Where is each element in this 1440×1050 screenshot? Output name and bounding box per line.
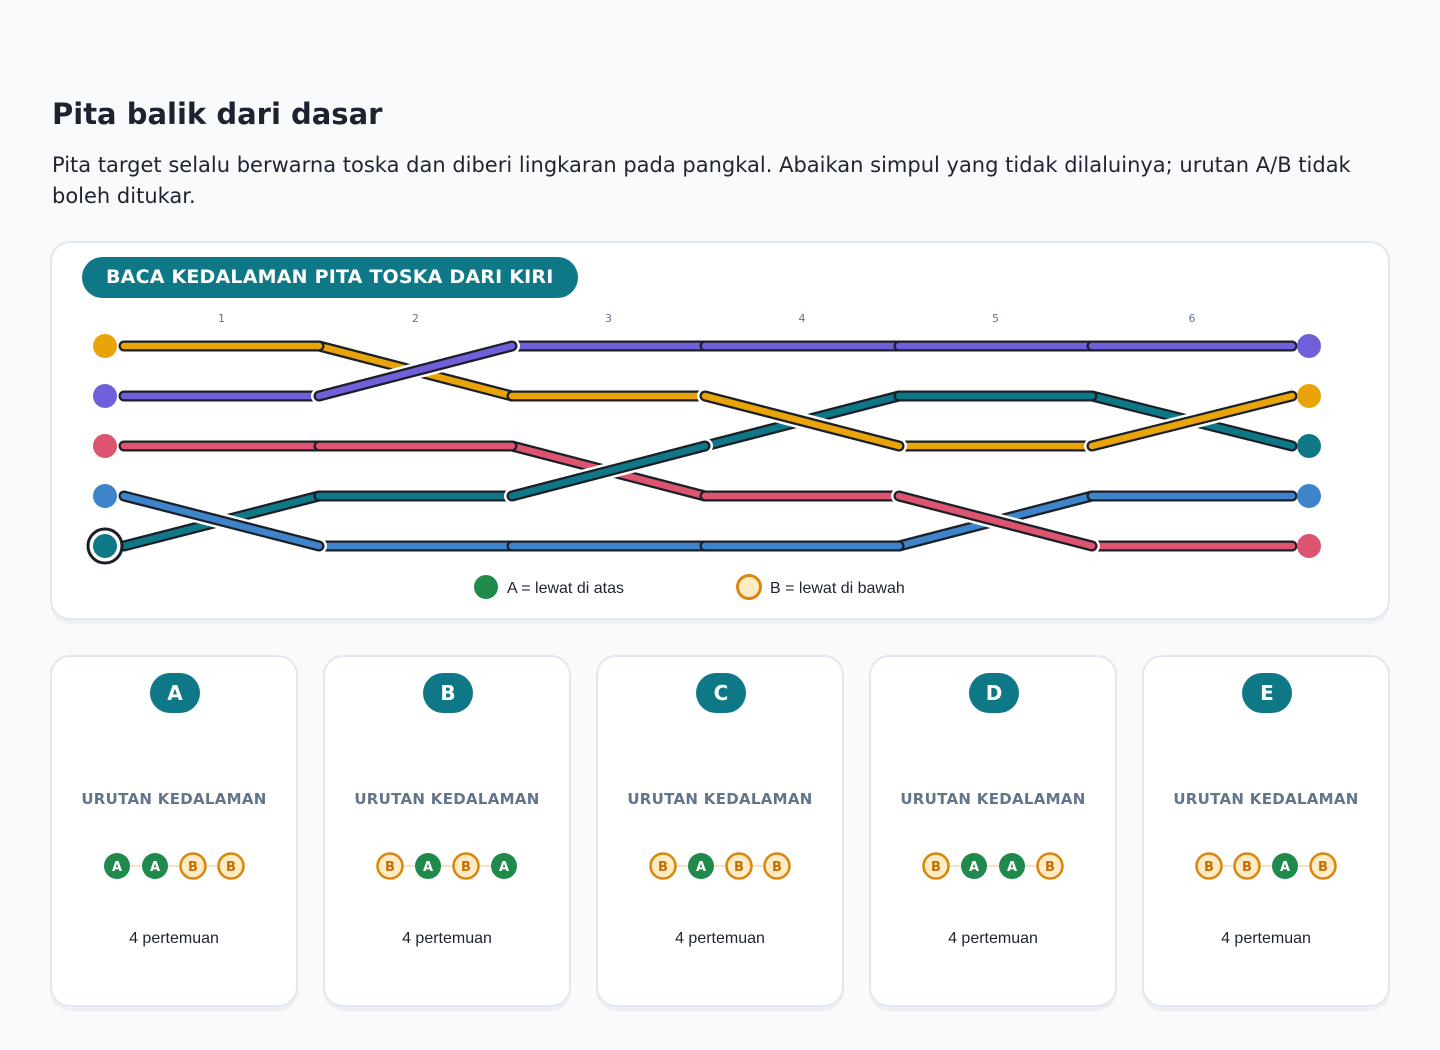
svg-text:A: A xyxy=(1280,860,1290,875)
sequence-marker-b: B xyxy=(1195,852,1223,880)
meeting-count: 4 pertemuan xyxy=(1221,930,1311,947)
option-card-b[interactable]: B URUTAN KEDALAMAN B A B A 4 pertemuan xyxy=(323,655,571,1007)
diagram-instruction-label: BACA KEDALAMAN PITA TOSKA DARI KIRI xyxy=(82,257,578,298)
option-card-e[interactable]: E URUTAN KEDALAMAN B B A B 4 pertemuan xyxy=(1142,655,1390,1007)
option-letter-badge: A xyxy=(150,673,200,713)
column-label: 3 xyxy=(605,312,612,325)
ribbon-start-dot-blue xyxy=(93,484,117,508)
svg-text:B: B xyxy=(1318,860,1328,875)
svg-text:B: B xyxy=(734,860,744,875)
sequence-label: URUTAN KEDALAMAN xyxy=(627,790,813,808)
page-title: Pita balik dari dasar xyxy=(52,97,383,131)
column-label: 1 xyxy=(218,312,225,325)
legend-text: A = lewat di atas xyxy=(507,580,624,597)
sequence-marker-a: A xyxy=(415,853,441,879)
sequence-marker-b: B xyxy=(1233,852,1261,880)
legend-text: B = lewat di bawah xyxy=(770,580,905,597)
sequence-marker-b: B xyxy=(1036,852,1064,880)
sequence-marker-b: B xyxy=(217,852,245,880)
sequence-marker-b: B xyxy=(179,852,207,880)
ribbon-start-dot-red xyxy=(93,434,117,458)
svg-text:B: B xyxy=(931,860,941,875)
sequence-label: URUTAN KEDALAMAN xyxy=(354,790,540,808)
ribbon-end-dot-blue xyxy=(1297,484,1321,508)
svg-text:B: B xyxy=(1242,860,1252,875)
svg-text:B: B xyxy=(385,860,395,875)
legend-item-b: B = lewat di bawah xyxy=(736,574,905,600)
ribbon-end-dot-red xyxy=(1297,534,1321,558)
column-label: 4 xyxy=(799,312,806,325)
meeting-count: 4 pertemuan xyxy=(948,930,1038,947)
sequence-marker-a: A xyxy=(1272,853,1298,879)
sequence-marker-a: A xyxy=(142,853,168,879)
column-label: 5 xyxy=(992,312,999,325)
ribbon-segment-orange xyxy=(697,388,907,454)
sequence-label: URUTAN KEDALAMAN xyxy=(81,790,267,808)
sequence-marker-b: B xyxy=(922,852,950,880)
ribbon-end-dot-purple xyxy=(1297,334,1321,358)
svg-text:B: B xyxy=(188,860,198,875)
sequence-marker-a: A xyxy=(104,853,130,879)
option-card-a[interactable]: A URUTAN KEDALAMAN A A B B 4 pertemuan xyxy=(50,655,298,1007)
sequence-marker-b: B xyxy=(763,852,791,880)
option-letter-badge: B xyxy=(423,673,473,713)
sequence-marker-a: A xyxy=(999,853,1025,879)
svg-text:B: B xyxy=(226,860,236,875)
svg-text:A: A xyxy=(696,860,706,875)
answer-options: A URUTAN KEDALAMAN A A B B 4 pertemuan B URUTAN … xyxy=(50,655,1390,1007)
ribbon-end-dot-orange xyxy=(1297,384,1321,408)
ribbon-start-dot-teal xyxy=(93,534,117,558)
svg-text:B: B xyxy=(461,860,471,875)
svg-text:A: A xyxy=(423,860,433,875)
svg-text:A: A xyxy=(969,860,979,875)
option-letter-badge: E xyxy=(1242,673,1292,713)
ribbon-segment-teal xyxy=(504,438,713,504)
sequence-marker-a: A xyxy=(688,853,714,879)
svg-text:A: A xyxy=(499,860,509,875)
option-letter-badge: C xyxy=(696,673,746,713)
ribbon-start-dot-purple xyxy=(93,384,117,408)
sequence-marker-b: B xyxy=(376,852,404,880)
sequence-label: URUTAN KEDALAMAN xyxy=(900,790,1086,808)
ribbon-segment-purple xyxy=(311,338,520,404)
ribbon-start-dot-orange xyxy=(93,334,117,358)
sequence-marker-b: B xyxy=(725,852,753,880)
option-card-c[interactable]: C URUTAN KEDALAMAN B A B B 4 pertemuan xyxy=(596,655,844,1007)
option-letter-badge: D xyxy=(969,673,1019,713)
ribbon-segment-blue xyxy=(116,488,327,554)
sequence-marker-a: A xyxy=(491,853,517,879)
ribbon-diagram-panel: 1 2 3 4 5 6 A = lewat di atas B = lewat di baw… xyxy=(50,241,1390,620)
option-card-d[interactable]: D URUTAN KEDALAMAN B A A B 4 pertemuan xyxy=(869,655,1117,1007)
sequence-marker-b: B xyxy=(1309,852,1337,880)
meeting-count: 4 pertemuan xyxy=(129,930,219,947)
legend-item-a: A = lewat di atas xyxy=(474,575,624,599)
svg-text:A: A xyxy=(150,860,160,875)
column-label: 2 xyxy=(412,312,419,325)
meeting-count: 4 pertemuan xyxy=(402,930,492,947)
ribbon-segment-orange xyxy=(1084,388,1300,454)
svg-text:B: B xyxy=(658,860,668,875)
sequence-marker-b: B xyxy=(452,852,480,880)
legend-marker xyxy=(474,575,498,599)
meeting-count: 4 pertemuan xyxy=(675,930,765,947)
ribbon-diagram: 1 2 3 4 5 6 A = lewat di atas B = lewat di baw… xyxy=(86,312,1321,600)
ribbon-segment-red xyxy=(891,488,1100,554)
svg-text:B: B xyxy=(1204,860,1214,875)
instruction-text: Pita target selalu berwarna toska dan di… xyxy=(52,153,1351,208)
svg-text:B: B xyxy=(772,860,782,875)
ribbon-end-dot-teal xyxy=(1297,434,1321,458)
sequence-label: URUTAN KEDALAMAN xyxy=(1173,790,1359,808)
svg-text:A: A xyxy=(1007,860,1017,875)
sequence-marker-a: A xyxy=(961,853,987,879)
column-label: 6 xyxy=(1189,312,1196,325)
legend-marker xyxy=(736,574,762,600)
svg-text:A: A xyxy=(112,860,122,875)
svg-text:B: B xyxy=(1045,860,1055,875)
sequence-marker-b: B xyxy=(649,852,677,880)
